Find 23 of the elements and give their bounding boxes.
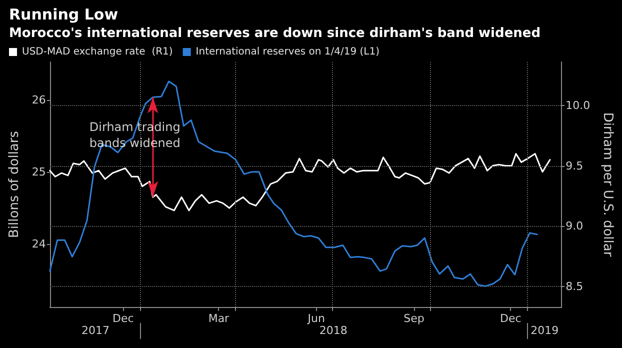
y-axis-title: Billons of dollars [7, 130, 22, 238]
x2-tick-label: 2017 [82, 324, 110, 337]
chart-subtitle: Morocco's international reserves are down since dirham's band widened [9, 26, 541, 41]
y2-axis-title: Dirham per U.S. dollar [600, 112, 615, 258]
legend-label: International reserves on 1/4/19 (L1) [196, 46, 380, 58]
y2-tick-label: 8.5 [566, 280, 584, 293]
y-tick-label: 25 [32, 165, 46, 178]
x-tick-label: Mar [208, 312, 230, 325]
x-tick-label: Dec [500, 312, 522, 325]
x2-tick-label: 2019 [530, 324, 559, 337]
y2-tick-label: 9.5 [566, 159, 584, 172]
x-tick-label: Dec [112, 312, 134, 325]
y-tick-label: 26 [32, 94, 46, 107]
line-series [49, 80, 538, 287]
chart-title: Running Low [9, 6, 118, 24]
x-tick-label: Sep [404, 312, 424, 325]
y-tick-label: 24 [32, 237, 46, 250]
y2-tick-label: 9.0 [566, 220, 584, 233]
x-tick-label: Jun [306, 312, 325, 325]
y2-tick-label: 10.0 [566, 98, 590, 112]
x2-tick-label: 2018 [319, 324, 348, 337]
line-series [49, 152, 551, 212]
legend-label: USD-MAD exchange rate (R1) [22, 46, 173, 58]
